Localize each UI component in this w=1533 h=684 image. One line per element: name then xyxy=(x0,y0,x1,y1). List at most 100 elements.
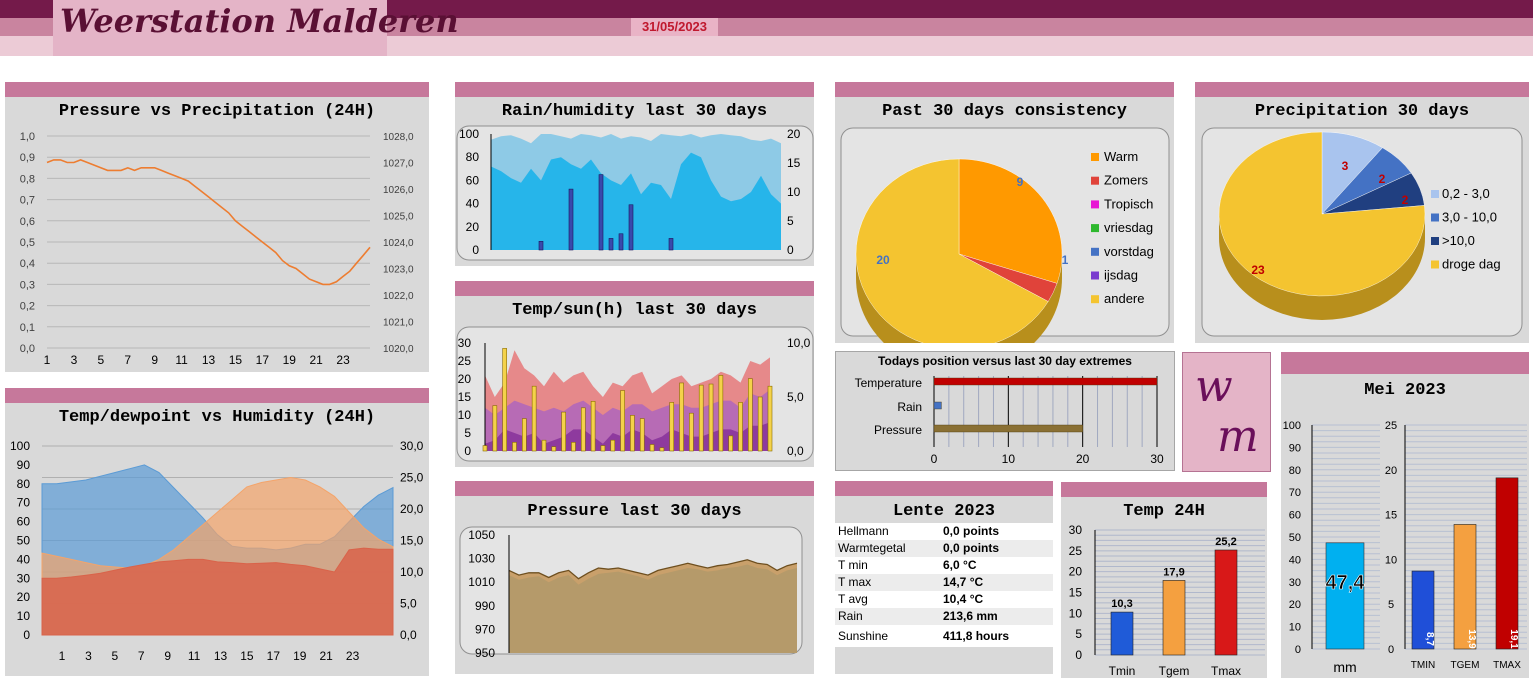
legend-label: Zomers xyxy=(1104,173,1149,188)
rain-hum-title: Rain/humidity last 30 days xyxy=(501,102,768,121)
y-left-tick-label: 0 xyxy=(472,243,479,257)
lente-row: T max 14,7 °C xyxy=(835,574,1053,591)
consistency-panel: Past 30 days consistency 9 1 20 Warm Zomers T… xyxy=(835,82,1174,343)
precip30-title: Precipitation 30 days xyxy=(1254,102,1470,121)
data-label: 10,3 xyxy=(1111,598,1132,610)
y-right-tick-label: 1025,0 xyxy=(383,212,414,223)
lente-row: Warmtegetal 0,0 points xyxy=(835,540,1053,557)
legend-label: 3,0 - 10,0 xyxy=(1442,210,1497,225)
x-tick-label: 1 xyxy=(59,649,66,663)
x-tick-label: 17 xyxy=(256,353,270,367)
y-left-tick-label: 0,7 xyxy=(20,195,35,207)
lente-row: Hellmann 0,0 points xyxy=(835,523,1053,540)
legend-label: droge dag xyxy=(1442,257,1501,272)
x-tick-label: 1 xyxy=(44,353,51,367)
sun-bar xyxy=(610,439,616,452)
sun-bar xyxy=(571,442,576,452)
y-tick-label: 20 xyxy=(1069,565,1083,579)
rain-bar xyxy=(1325,542,1365,650)
legend-swatch xyxy=(1431,260,1439,269)
y-left-tick-label: 80 xyxy=(17,477,31,491)
row-value: 14,7 °C xyxy=(943,575,984,589)
pressure-min-area xyxy=(509,564,797,653)
x-tick-label: 21 xyxy=(319,649,333,663)
y-left-tick-label: 90 xyxy=(17,458,31,472)
sun-bar xyxy=(551,446,557,452)
pressure-precip-title: Pressure vs Precipitation (24H) xyxy=(58,102,376,121)
temp-category-label: TMAX xyxy=(1493,660,1521,671)
y-left-tick-label: 60 xyxy=(466,173,480,187)
panel-header xyxy=(5,388,429,403)
sun-bar xyxy=(580,407,586,452)
sun-bar xyxy=(639,418,645,452)
logo: w m xyxy=(1182,352,1271,472)
y-left-tick-label: 10 xyxy=(17,609,31,623)
y-right-tick-label: 1020,0 xyxy=(383,344,414,355)
logo-letter-m: m xyxy=(1217,411,1259,462)
rain-tick-label: 100 xyxy=(1283,420,1301,432)
temp-tick-label: 20 xyxy=(1385,465,1397,477)
y-left-tick-label: 0,8 xyxy=(20,173,35,185)
temp24-title: Temp 24H xyxy=(1123,502,1205,521)
sun-bar xyxy=(620,390,625,452)
y-left-tick-label: 0,4 xyxy=(20,258,35,270)
y-left-tick-label: 25 xyxy=(458,354,472,368)
y-right-tick-label: 0,0 xyxy=(400,628,417,642)
slice-label: 20 xyxy=(876,253,890,267)
rain-hum-chart: 0 20 40 60 80 100 0 5 10 15 20 xyxy=(456,125,814,261)
panel-header xyxy=(455,281,814,296)
legend-label: 0,2 - 3,0 xyxy=(1442,186,1490,201)
rain-tick-label: 60 xyxy=(1289,510,1301,522)
x-tick-label: 10 xyxy=(1002,452,1016,466)
pressure30-title: Pressure last 30 days xyxy=(527,502,742,521)
x-tick-label: 23 xyxy=(336,353,350,367)
x-tick-label: 11 xyxy=(175,353,188,367)
row-value: 213,6 mm xyxy=(943,609,998,623)
x-tick-label: 7 xyxy=(138,649,145,663)
x-tick-label: Tgem xyxy=(1159,664,1190,678)
panel-header xyxy=(835,481,1053,496)
legend-swatch xyxy=(1431,190,1439,198)
y-right-tick-label: 10,0 xyxy=(787,336,811,350)
lente-row: Rain 213,6 mm xyxy=(835,608,1053,625)
panel-header xyxy=(835,82,1174,97)
y-left-tick-label: 10 xyxy=(458,408,472,422)
y-right-tick-label: 10,0 xyxy=(400,565,424,579)
y-right-tick-label: 1022,0 xyxy=(383,291,414,302)
position-chart: 0 10 20 30 Temperature Rain Pressure xyxy=(855,376,1164,466)
x-tick-label: 3 xyxy=(71,353,78,367)
temp-data-label: 19,1 xyxy=(1508,629,1519,649)
y-tick-label: 990 xyxy=(475,599,495,613)
data-label: 25,2 xyxy=(1215,536,1236,548)
x-tick-label: Tmin xyxy=(1109,664,1136,678)
title-box xyxy=(53,0,387,56)
sun-bar xyxy=(748,378,753,452)
temp-tick-label: 5 xyxy=(1388,599,1394,611)
temp-tick-label: 10 xyxy=(1385,554,1397,566)
y-left-tick-label: 40 xyxy=(17,552,31,566)
rain-unit-label: mm xyxy=(1333,659,1356,675)
legend-label: Warm xyxy=(1104,149,1138,164)
rain-tick-label: 10 xyxy=(1289,622,1301,634)
y-right-tick-label: 1021,0 xyxy=(383,318,414,329)
panel-header xyxy=(1281,352,1529,374)
y-right-tick-label: 20,0 xyxy=(400,502,424,516)
slice-label: 3 xyxy=(1342,159,1349,173)
x-tick-label: 21 xyxy=(309,353,323,367)
lente-table: Hellmann 0,0 points Warmtegetal 0,0 points… xyxy=(835,523,1053,647)
temp-data-label: 13,9 xyxy=(1466,629,1477,649)
legend-swatch xyxy=(1091,153,1099,161)
x-tick-label: 3 xyxy=(85,649,92,663)
temp-tick-label: 15 xyxy=(1385,510,1397,522)
warm-slice xyxy=(958,158,1063,284)
legend-label: ijsdag xyxy=(1104,268,1138,283)
x-tick-label: 7 xyxy=(124,353,131,367)
lente-row: T avg 10,4 °C xyxy=(835,591,1053,608)
x-tick-label: 15 xyxy=(240,649,254,663)
rain-tick-label: 30 xyxy=(1289,577,1301,589)
y-left-tick-label: 0,3 xyxy=(20,279,35,291)
consistency-title: Past 30 days consistency xyxy=(882,102,1127,121)
x-tick-label: 5 xyxy=(97,353,104,367)
date-label: 31/05/2023 xyxy=(631,18,718,36)
panel-header xyxy=(1195,82,1529,97)
